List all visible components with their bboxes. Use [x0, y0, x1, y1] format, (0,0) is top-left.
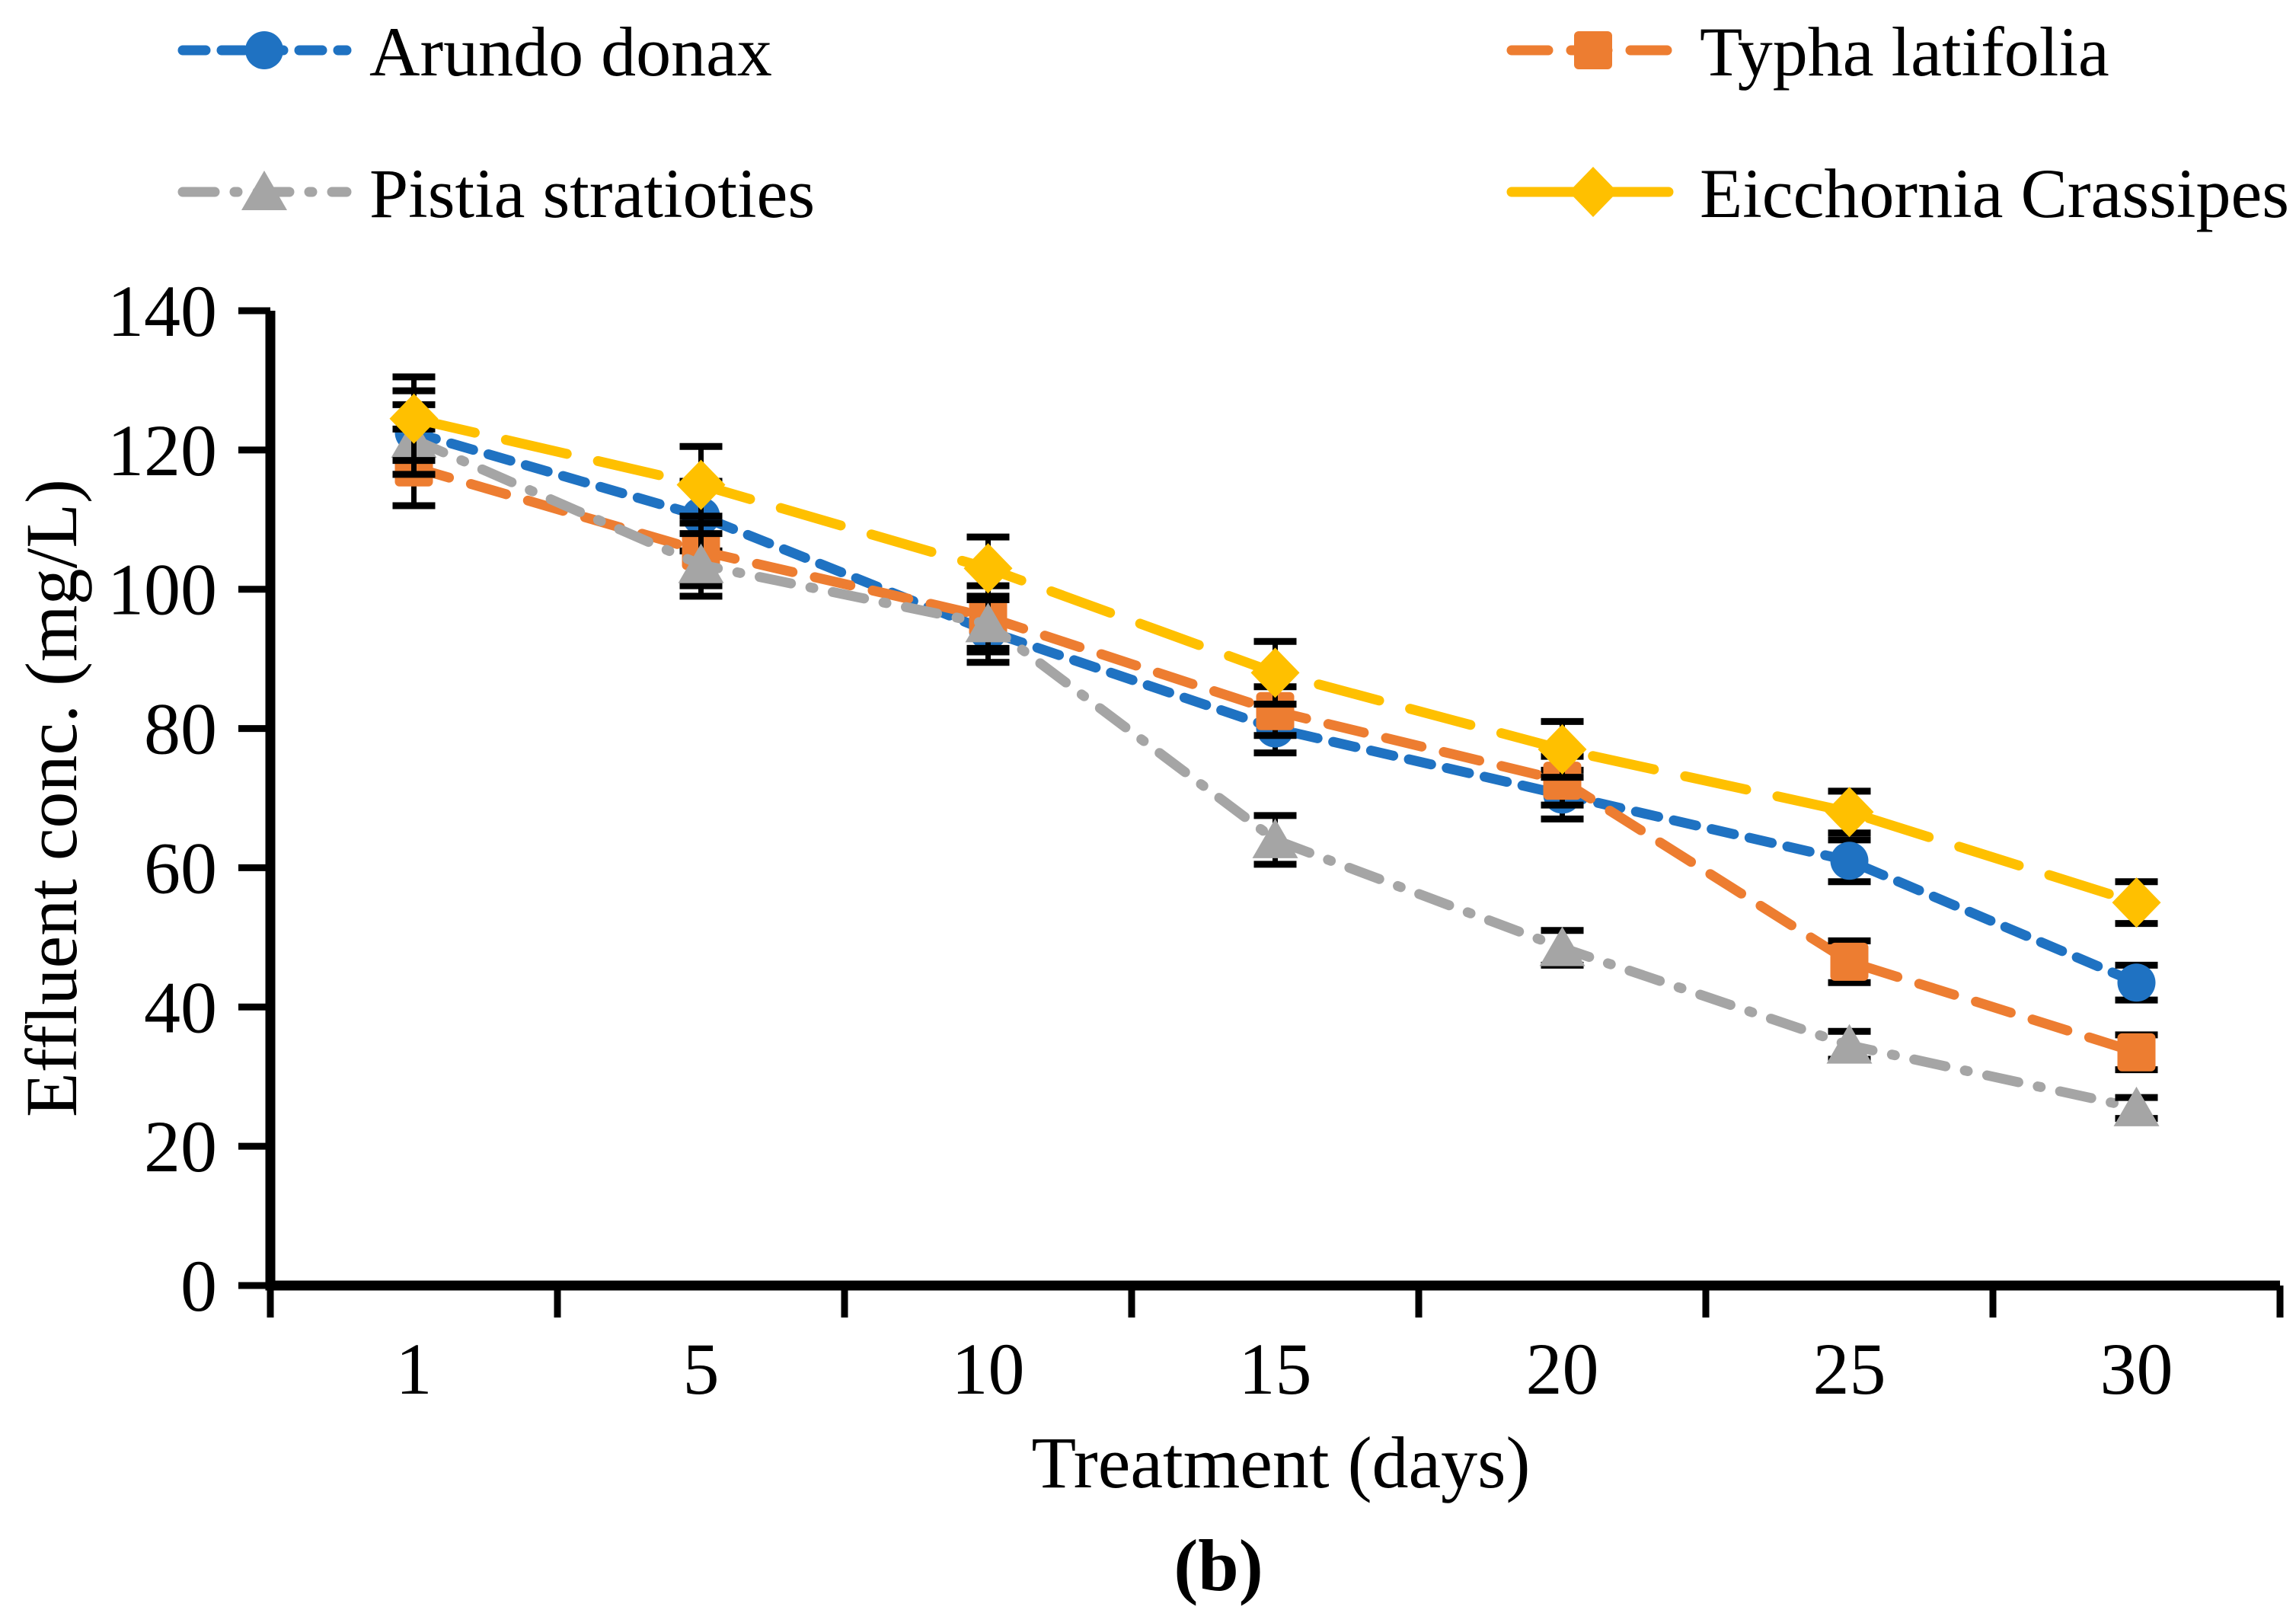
- x-axis-ticks: 1 5 10 15 20 25 30: [267, 1286, 2284, 1410]
- square-marker-icon: [1574, 31, 1612, 69]
- figure-caption: (b): [1174, 1525, 1263, 1606]
- y-tick-label: 0: [180, 1245, 217, 1327]
- legend-label: Arundo donax: [369, 13, 772, 91]
- triangle-marker-icon: [678, 543, 724, 583]
- x-tick-label: 5: [683, 1328, 720, 1410]
- x-tick-label: 20: [1526, 1328, 1599, 1410]
- legend-key-triangle: [177, 171, 352, 210]
- y-tick-label: 60: [144, 827, 217, 909]
- x-tick-label: 10: [952, 1328, 1025, 1410]
- series-eicchornia-crassipes: [389, 373, 2161, 928]
- diamond-marker-icon: [963, 543, 1013, 594]
- triangle-marker-icon: [241, 171, 287, 210]
- diamond-marker-icon: [1538, 724, 1587, 775]
- square-marker-icon: [1830, 942, 1869, 981]
- y-axis-ticks: 0 20 40 60 80 100 120 140: [107, 270, 270, 1327]
- diamond-marker-icon: [2112, 877, 2161, 928]
- legend-key-diamond: [1506, 167, 1681, 217]
- triangle-marker-icon: [2113, 1086, 2160, 1126]
- markers-pistia-stratioties: [391, 418, 2160, 1126]
- markers-eicchornia-crassipes: [389, 393, 2161, 928]
- diamond-marker-icon: [389, 393, 439, 444]
- error-bars-pistia-stratioties: [392, 401, 2158, 1123]
- x-tick-label: 25: [1813, 1328, 1886, 1410]
- y-tick-label: 40: [144, 966, 217, 1048]
- circle-marker-icon: [2117, 963, 2156, 1002]
- y-axis-title: Effluent conc. (mg/L): [11, 479, 92, 1117]
- y-tick-label: 100: [107, 549, 217, 631]
- circle-marker-icon: [1830, 842, 1869, 880]
- y-tick-label: 80: [144, 688, 217, 770]
- triangle-marker-icon: [1539, 926, 1585, 966]
- legend: Arundo donax Typha latifolia Pistia stra…: [177, 13, 2289, 232]
- legend-item-pistia-stratioties: Pistia stratioties: [177, 155, 815, 232]
- diamond-marker-icon: [1250, 647, 1300, 698]
- triangle-marker-icon: [965, 602, 1011, 643]
- x-axis-title: Treatment (days): [1032, 1422, 1531, 1503]
- series-pistia-stratioties: [391, 401, 2160, 1126]
- y-tick-label: 140: [107, 270, 217, 352]
- legend-label: Eicchornia Crassipes: [1700, 155, 2289, 232]
- diamond-marker-icon: [676, 459, 726, 510]
- series-line: [409, 462, 2141, 1058]
- circle-marker-icon: [245, 31, 283, 69]
- x-tick-label: 15: [1239, 1328, 1312, 1410]
- diamond-marker-icon: [1569, 167, 1617, 217]
- legend-key-circle: [177, 31, 352, 69]
- legend-item-arundo-donax: Arundo donax: [177, 13, 772, 91]
- legend-item-eicchornia-crassipes: Eicchornia Crassipes: [1506, 155, 2289, 232]
- axes-lines: [265, 311, 2280, 1291]
- legend-label: Pistia stratioties: [369, 155, 815, 232]
- legend-label: Typha latifolia: [1700, 13, 2109, 91]
- y-tick-label: 20: [144, 1106, 217, 1187]
- y-tick-label: 120: [107, 410, 217, 491]
- x-tick-label: 30: [2100, 1328, 2173, 1410]
- triangle-marker-icon: [1826, 1024, 1873, 1064]
- square-marker-icon: [1543, 762, 1582, 800]
- diamond-marker-icon: [1825, 787, 1874, 838]
- triangle-marker-icon: [1252, 818, 1298, 858]
- legend-key-square: [1506, 31, 1681, 69]
- legend-item-typha-latifolia: Typha latifolia: [1506, 13, 2109, 91]
- x-tick-label: 1: [396, 1328, 433, 1410]
- square-marker-icon: [2117, 1033, 2156, 1072]
